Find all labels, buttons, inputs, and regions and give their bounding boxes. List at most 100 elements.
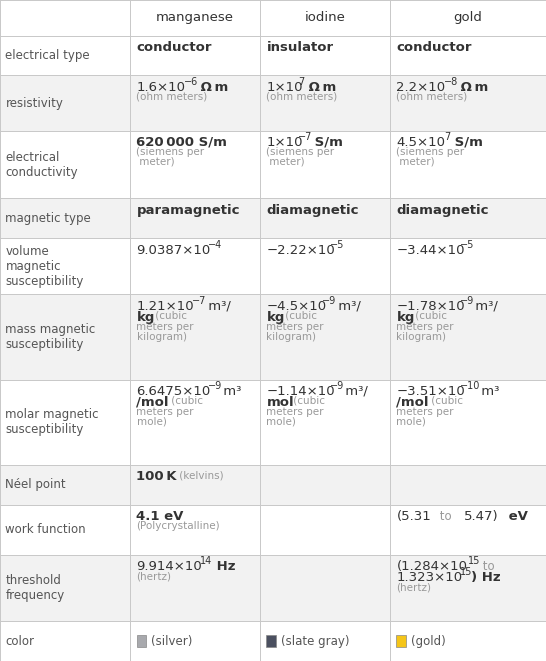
Text: S/m: S/m <box>310 136 343 149</box>
Text: 9.914×10: 9.914×10 <box>136 561 202 573</box>
Text: (slate gray): (slate gray) <box>281 635 349 648</box>
Text: (hertz): (hertz) <box>396 582 431 592</box>
Bar <box>0 294 546 379</box>
Text: kilogram): kilogram) <box>266 332 317 342</box>
Text: magnetic type: magnetic type <box>5 212 91 225</box>
Bar <box>0 621 546 661</box>
Text: (cubic: (cubic <box>412 311 447 321</box>
Text: S/m: S/m <box>450 136 483 149</box>
Text: mass magnetic
susceptibility: mass magnetic susceptibility <box>5 323 96 351</box>
Bar <box>136 635 146 647</box>
Text: iodine: iodine <box>305 11 345 24</box>
Text: Ω m: Ω m <box>195 81 228 94</box>
Text: Ω m: Ω m <box>455 81 488 94</box>
Text: color: color <box>5 635 34 648</box>
Text: 100 K: 100 K <box>136 471 177 483</box>
Text: (kelvins): (kelvins) <box>176 471 224 481</box>
Text: 7: 7 <box>444 132 450 142</box>
Text: 6.6475×10: 6.6475×10 <box>136 385 211 398</box>
Text: −7: −7 <box>192 295 206 305</box>
Text: (1.284×10: (1.284×10 <box>396 561 467 573</box>
Text: (5.31: (5.31 <box>396 510 431 523</box>
Bar <box>0 198 546 238</box>
Text: kg: kg <box>396 311 415 323</box>
Text: 4.5×10: 4.5×10 <box>396 136 446 149</box>
Text: −9: −9 <box>460 295 474 305</box>
Text: gold: gold <box>454 11 482 24</box>
Text: (ohm meters): (ohm meters) <box>136 92 207 102</box>
Text: mol: mol <box>266 396 294 409</box>
Text: −7: −7 <box>298 132 312 142</box>
Text: −6: −6 <box>184 77 198 87</box>
Text: mole): mole) <box>136 417 167 427</box>
Text: (cubic: (cubic <box>290 396 325 406</box>
Text: (siemens per: (siemens per <box>396 147 465 157</box>
Text: electrical
conductivity: electrical conductivity <box>5 151 78 178</box>
Text: −9: −9 <box>207 381 222 391</box>
Bar <box>0 131 546 198</box>
Text: meters per: meters per <box>396 407 454 417</box>
Text: 15: 15 <box>467 556 480 566</box>
Text: meters per: meters per <box>136 321 194 332</box>
Text: 1×10: 1×10 <box>266 136 303 149</box>
Text: −5: −5 <box>330 239 344 249</box>
Text: diamagnetic: diamagnetic <box>266 204 359 217</box>
Bar <box>0 505 546 555</box>
Text: −3.44×10: −3.44×10 <box>396 243 465 256</box>
Text: threshold
frequency: threshold frequency <box>5 574 65 602</box>
Text: 1×10: 1×10 <box>266 81 303 94</box>
Text: −1.14×10: −1.14×10 <box>266 385 335 398</box>
Text: m³: m³ <box>219 385 242 398</box>
Text: (gold): (gold) <box>411 635 446 648</box>
Text: meters per: meters per <box>396 321 454 332</box>
Text: manganese: manganese <box>156 11 234 24</box>
Text: 1.6×10: 1.6×10 <box>136 81 186 94</box>
Text: ) Hz: ) Hz <box>471 571 501 584</box>
Text: conductor: conductor <box>396 41 472 54</box>
Text: mole): mole) <box>266 417 296 427</box>
Text: insulator: insulator <box>266 41 334 54</box>
Text: to: to <box>436 510 455 523</box>
Text: (Polycrystalline): (Polycrystalline) <box>136 521 220 531</box>
Text: −9: −9 <box>322 295 336 305</box>
Text: /mol: /mol <box>136 396 169 409</box>
Text: molar magnetic
susceptibility: molar magnetic susceptibility <box>5 408 99 436</box>
Text: m³/: m³/ <box>334 299 360 313</box>
Text: eV: eV <box>504 510 528 523</box>
Text: to: to <box>479 561 495 573</box>
Text: 5.47): 5.47) <box>464 510 499 523</box>
Text: /mol: /mol <box>396 396 429 409</box>
Bar <box>0 238 546 294</box>
Text: −4: −4 <box>207 239 222 249</box>
Text: (ohm meters): (ohm meters) <box>266 92 337 102</box>
Text: meters per: meters per <box>266 321 324 332</box>
Text: resistivity: resistivity <box>5 97 63 110</box>
Text: −3.51×10: −3.51×10 <box>396 385 465 398</box>
Text: 4.1 eV: 4.1 eV <box>136 510 184 523</box>
Text: (ohm meters): (ohm meters) <box>396 92 467 102</box>
Text: conductor: conductor <box>136 41 212 54</box>
Text: −10: −10 <box>460 381 480 391</box>
Text: kilogram): kilogram) <box>136 332 187 342</box>
Text: meter): meter) <box>396 157 435 167</box>
Text: Néel point: Néel point <box>5 479 66 492</box>
Text: kg: kg <box>266 311 285 323</box>
Text: (cubic: (cubic <box>152 311 187 321</box>
Text: electrical type: electrical type <box>5 49 90 62</box>
Bar <box>396 635 406 647</box>
Text: m³: m³ <box>477 385 500 398</box>
Text: (silver): (silver) <box>151 635 192 648</box>
Text: work function: work function <box>5 524 86 536</box>
Text: (siemens per: (siemens per <box>136 147 205 157</box>
Bar <box>0 465 546 505</box>
Text: Ω m: Ω m <box>304 81 336 94</box>
Text: m³/: m³/ <box>204 299 230 313</box>
Text: (cubic: (cubic <box>168 396 203 406</box>
Text: kg: kg <box>136 311 155 323</box>
Text: −9: −9 <box>330 381 344 391</box>
Text: m³/: m³/ <box>341 385 369 398</box>
Text: Hz: Hz <box>211 561 235 573</box>
Text: 1.21×10: 1.21×10 <box>136 299 194 313</box>
Text: mole): mole) <box>396 417 426 427</box>
Text: (siemens per: (siemens per <box>266 147 335 157</box>
